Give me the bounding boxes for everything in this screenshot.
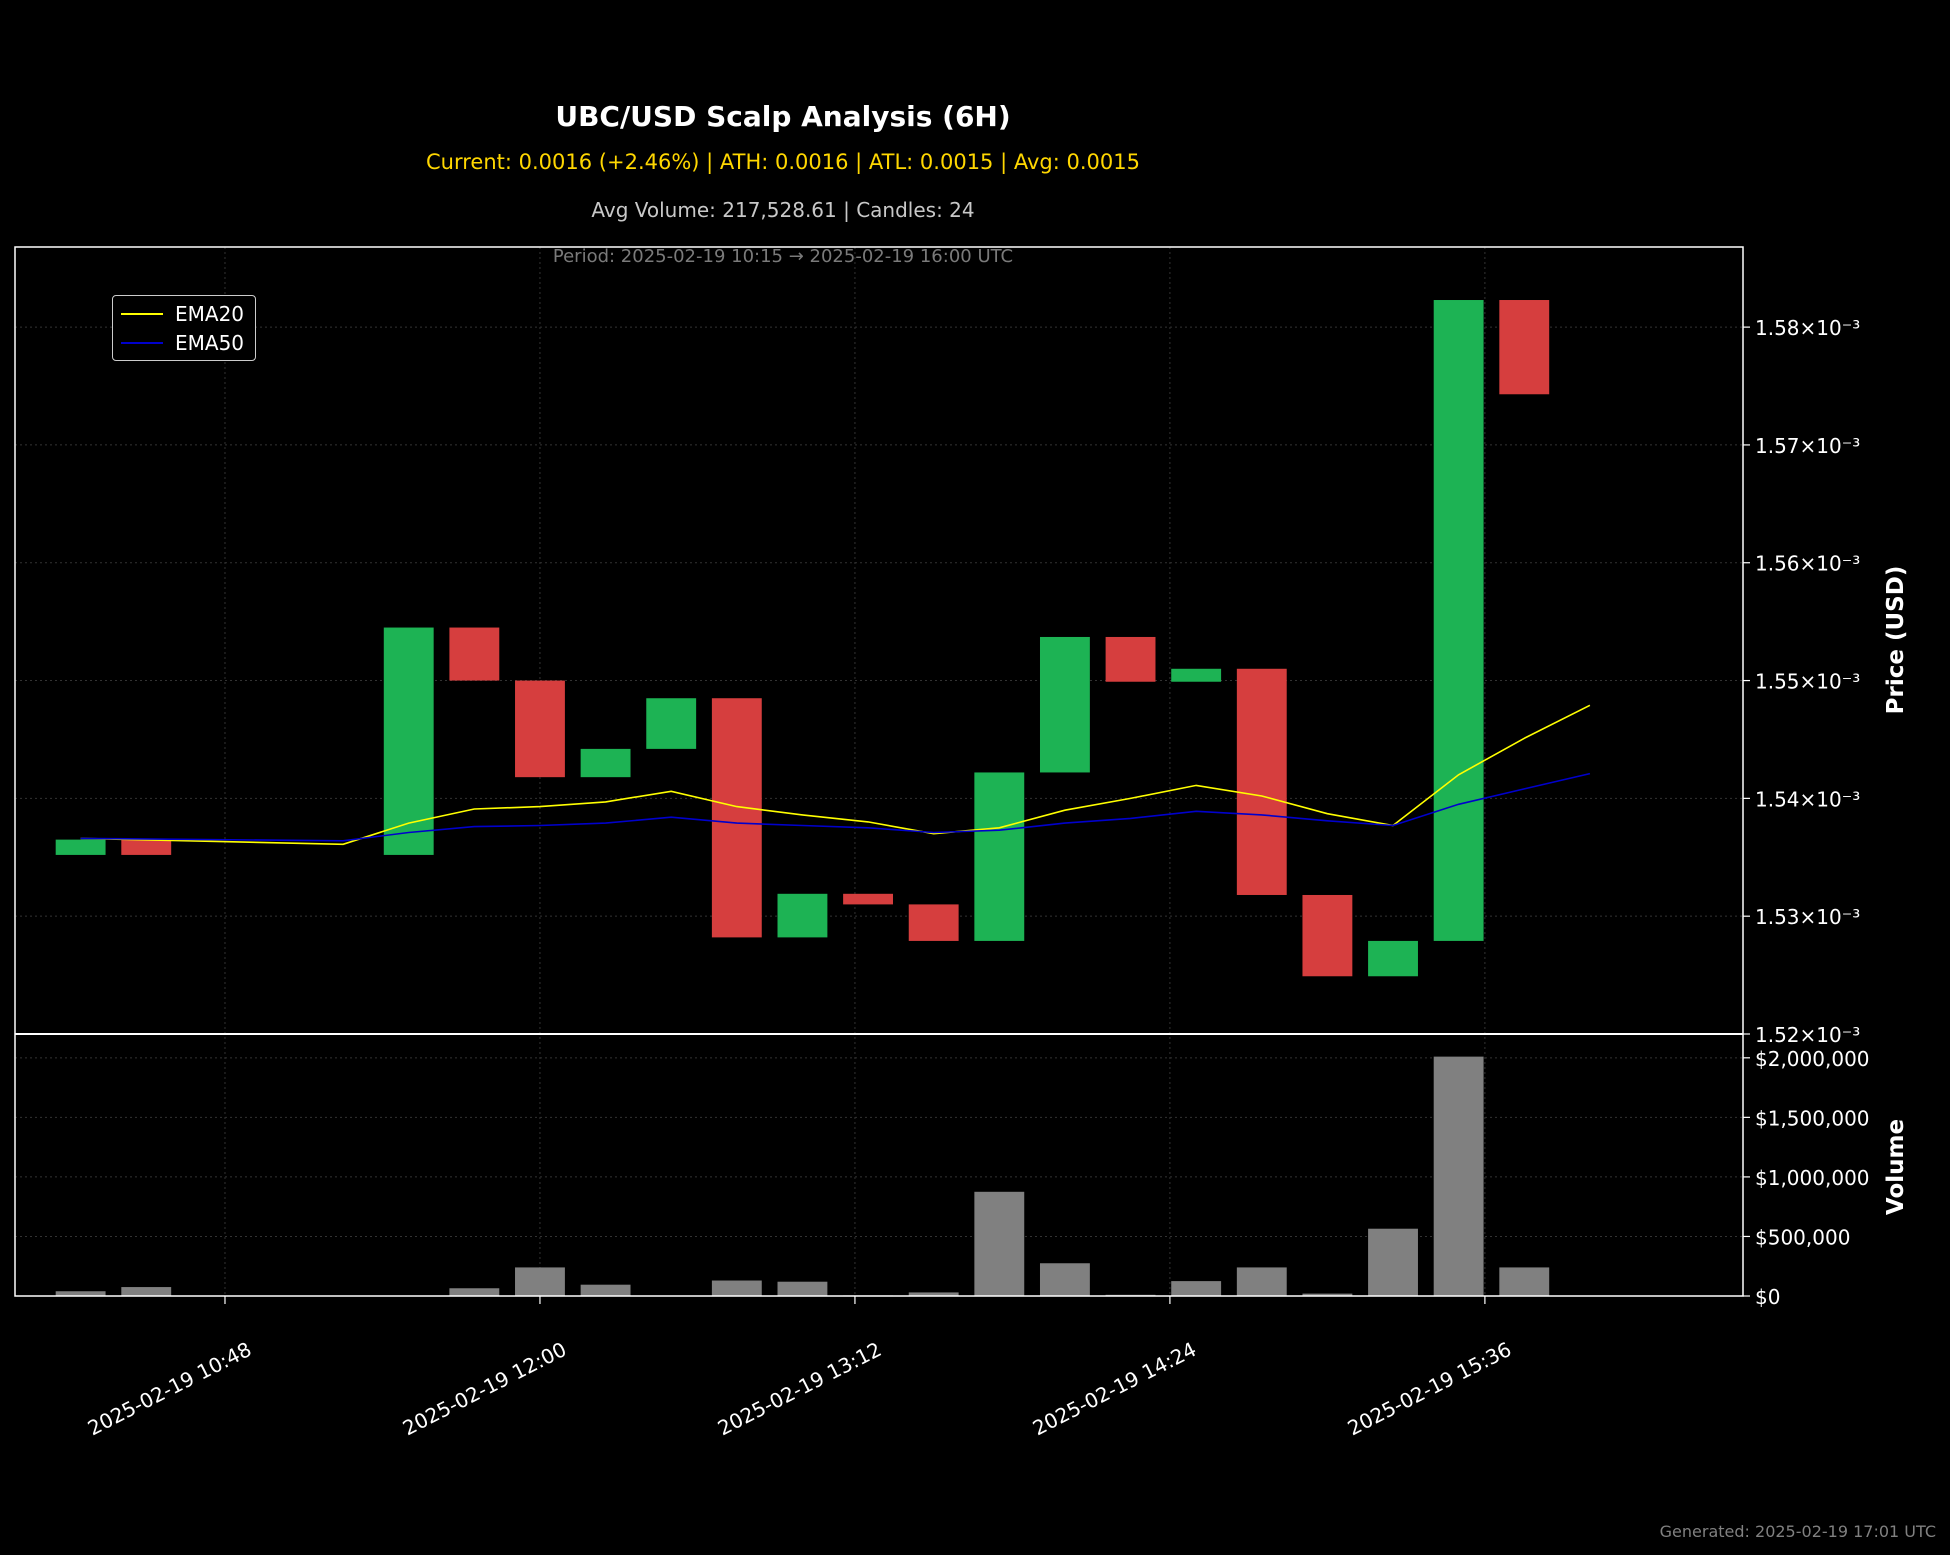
plot-frame bbox=[14, 246, 1744, 1297]
candle-down bbox=[515, 680, 565, 778]
legend: EMA20 EMA50 bbox=[112, 295, 256, 361]
candle-up bbox=[1039, 636, 1090, 773]
volume-bar bbox=[1368, 1228, 1418, 1296]
time-tick-label: 2025-02-19 13:12 bbox=[714, 1337, 885, 1440]
candle-up bbox=[1171, 668, 1222, 682]
volume-bar bbox=[974, 1191, 1025, 1296]
generated-timestamp: Generated: 2025-02-19 17:01 UTC bbox=[1659, 1522, 1936, 1541]
volume-bar bbox=[1302, 1293, 1353, 1296]
candle-down bbox=[1236, 668, 1287, 895]
candle-up bbox=[1433, 300, 1484, 941]
legend-label-ema20: EMA20 bbox=[175, 302, 245, 326]
volume-tick-label: $0 bbox=[1755, 1285, 1780, 1309]
ema50-swatch bbox=[121, 342, 163, 344]
volume-bar bbox=[55, 1291, 106, 1296]
legend-item-ema50: EMA50 bbox=[121, 329, 244, 357]
candle-down bbox=[711, 698, 762, 938]
volume-bar bbox=[1171, 1281, 1222, 1296]
volume-bar bbox=[1039, 1263, 1090, 1296]
time-tick-label: 2025-02-19 10:48 bbox=[84, 1337, 255, 1440]
volume-tick-label: $2,000,000 bbox=[1755, 1047, 1870, 1071]
price-tick-label: 1.54×10⁻³ bbox=[1755, 787, 1860, 811]
volume-bar bbox=[580, 1284, 631, 1296]
candle-down bbox=[449, 627, 500, 681]
volume-tick-label: $1,500,000 bbox=[1755, 1106, 1870, 1130]
price-tick-label: 1.52×10⁻³ bbox=[1755, 1023, 1860, 1047]
price-tick-label: 1.57×10⁻³ bbox=[1755, 434, 1860, 458]
volume-bar bbox=[449, 1288, 500, 1296]
candle-down bbox=[908, 904, 959, 941]
candle-up bbox=[646, 698, 697, 749]
volume-tick-label: $1,000,000 bbox=[1755, 1166, 1870, 1190]
candle-down bbox=[1302, 894, 1353, 977]
volume-bar bbox=[711, 1280, 762, 1296]
candle-up bbox=[55, 839, 106, 855]
time-tick-label: 2025-02-19 15:36 bbox=[1344, 1337, 1515, 1440]
candle-down bbox=[121, 839, 172, 855]
volume-bar bbox=[515, 1267, 565, 1296]
volume-bar bbox=[1433, 1056, 1484, 1296]
ema20-line bbox=[80, 704, 1591, 846]
legend-label-ema50: EMA50 bbox=[175, 331, 245, 355]
price-tick-label: 1.55×10⁻³ bbox=[1755, 670, 1860, 694]
candle-up bbox=[777, 893, 828, 938]
volume-bar bbox=[1236, 1267, 1287, 1296]
price-axis-label: Price (USD) bbox=[1883, 566, 1909, 715]
price-tick-label: 1.56×10⁻³ bbox=[1755, 552, 1860, 576]
volume-bar bbox=[908, 1292, 959, 1296]
volume-bar bbox=[777, 1281, 828, 1296]
volume-tick-label: $500,000 bbox=[1755, 1225, 1850, 1249]
time-tick-label: 2025-02-19 12:00 bbox=[399, 1337, 570, 1440]
period-label: Period: 2025-02-19 10:15 → 2025-02-19 16… bbox=[553, 246, 1013, 267]
candle-down bbox=[843, 893, 893, 905]
candle-down bbox=[1105, 636, 1156, 682]
ema20-swatch bbox=[121, 313, 163, 315]
price-tick-label: 1.58×10⁻³ bbox=[1755, 316, 1860, 340]
candle-up bbox=[580, 748, 631, 778]
volume-summary: Avg Volume: 217,528.61 | Candles: 24 bbox=[591, 198, 975, 222]
ema50-line bbox=[80, 772, 1591, 842]
chart-title: UBC/USD Scalp Analysis (6H) bbox=[555, 100, 1011, 133]
time-tick-label: 2025-02-19 14:24 bbox=[1029, 1337, 1200, 1440]
price-summary: Current: 0.0016 (+2.46%) | ATH: 0.0016 |… bbox=[426, 150, 1140, 174]
price-tick-label: 1.53×10⁻³ bbox=[1755, 905, 1860, 929]
legend-item-ema20: EMA20 bbox=[121, 300, 244, 328]
volume-bar bbox=[1499, 1267, 1550, 1296]
candle-up bbox=[383, 627, 434, 855]
volume-axis-label: Volume bbox=[1883, 1119, 1909, 1215]
candle-down bbox=[1499, 300, 1550, 395]
volume-bar bbox=[121, 1287, 172, 1296]
candle-up bbox=[974, 772, 1025, 941]
candle-up bbox=[1368, 940, 1418, 977]
